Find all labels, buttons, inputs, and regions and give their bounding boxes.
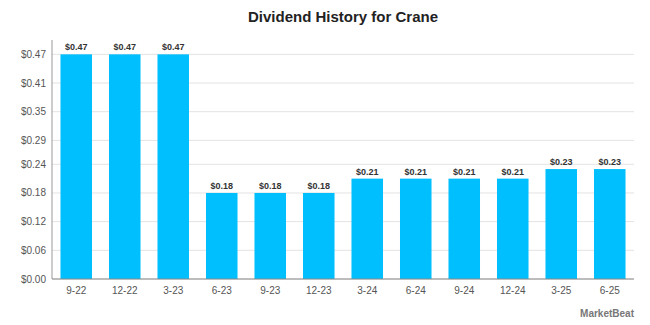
bar xyxy=(303,193,335,279)
data-label: $0.47 xyxy=(65,42,88,52)
x-tick-label: 6-25 xyxy=(600,285,620,296)
x-tick-label: 6-24 xyxy=(406,285,426,296)
bar xyxy=(206,193,238,279)
data-label: $0.23 xyxy=(598,157,621,167)
y-tick-label: $0.18 xyxy=(21,187,46,198)
bar xyxy=(497,179,529,279)
data-label: $0.18 xyxy=(210,181,233,191)
title: Dividend History for Crane xyxy=(248,8,438,25)
bar xyxy=(60,54,92,279)
y-tick-label: $0.24 xyxy=(21,159,46,170)
bar xyxy=(351,179,383,279)
x-tick-label: 12-22 xyxy=(112,285,138,296)
y-tick-label: $0.41 xyxy=(21,78,46,89)
data-label: $0.21 xyxy=(501,167,524,177)
x-axis-line xyxy=(52,279,634,280)
bar xyxy=(109,54,141,279)
data-label: $0.21 xyxy=(453,167,476,177)
data-label: $0.23 xyxy=(550,157,573,167)
x-tick-label: 12-23 xyxy=(306,285,332,296)
y-tick-label: $0.12 xyxy=(21,216,46,227)
chart-container: Dividend History for Crane $0.00 $0.06 $0.1… xyxy=(0,0,650,325)
bar xyxy=(545,169,577,279)
bar xyxy=(400,179,432,279)
bar xyxy=(448,179,480,279)
x-tick-label: 6-23 xyxy=(212,285,232,296)
annotation: MarketBeat xyxy=(580,308,635,319)
x-tick-label: 9-24 xyxy=(454,285,474,296)
y-tick-label: $0.00 xyxy=(21,274,46,285)
y-tick-label: $0.47 xyxy=(21,49,46,60)
x-tick-label: 3-25 xyxy=(551,285,571,296)
x-tick-label: 3-23 xyxy=(163,285,183,296)
bar xyxy=(594,169,626,279)
chart: Dividend History for Crane $0.00 $0.06 $0.1… xyxy=(0,0,650,325)
grid-line xyxy=(52,279,634,280)
grid xyxy=(52,54,634,279)
data-label: $0.18 xyxy=(307,181,330,191)
y-axis-line xyxy=(52,40,53,279)
x-tick-label: 12-24 xyxy=(500,285,526,296)
data-label: $0.47 xyxy=(162,42,185,52)
x-tick-label: 9-22 xyxy=(66,285,86,296)
x-tick-label: 3-24 xyxy=(357,285,377,296)
data-label: $0.47 xyxy=(113,42,136,52)
bar xyxy=(254,193,286,279)
data-label: $0.21 xyxy=(356,167,379,177)
y-tick-label: $0.29 xyxy=(21,135,46,146)
y-tick-label: $0.06 xyxy=(21,245,46,256)
bar xyxy=(157,54,189,279)
bars xyxy=(60,54,625,279)
data-label: $0.18 xyxy=(259,181,282,191)
data-label: $0.21 xyxy=(404,167,427,177)
x-tick-label: 9-23 xyxy=(260,285,280,296)
y-tick-label: $0.35 xyxy=(21,106,46,117)
